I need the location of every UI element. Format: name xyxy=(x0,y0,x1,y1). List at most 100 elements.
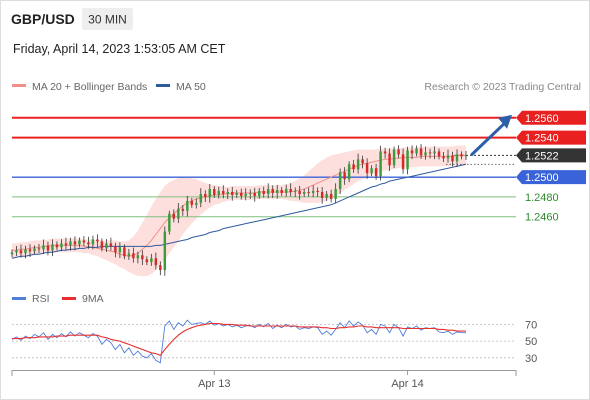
candle-body xyxy=(266,189,270,194)
candle-body xyxy=(383,151,387,154)
candle-body xyxy=(240,192,243,196)
projection-overlay xyxy=(446,114,516,165)
candle-body xyxy=(114,246,117,253)
candle-body xyxy=(15,250,18,253)
candle-body xyxy=(217,190,221,195)
candle-body xyxy=(60,243,63,248)
candle-body xyxy=(316,190,319,192)
level-labels: 1.2560 1.2540 1.2500 1.2480 1.2460 1.2522 xyxy=(516,110,586,224)
candle-body xyxy=(100,241,104,249)
candle-body xyxy=(168,213,171,232)
candle-body xyxy=(235,192,238,195)
candle-body xyxy=(10,252,14,255)
candle-body xyxy=(127,253,131,257)
candle-body xyxy=(123,247,126,257)
candle-body xyxy=(204,193,207,197)
candle-body xyxy=(307,191,310,193)
candle-body xyxy=(186,200,189,211)
current-price-label: 1.2522 xyxy=(525,150,559,162)
datetime-label: Friday, April 14, 2023 1:53:05 AM CET xyxy=(13,42,226,56)
candle-body xyxy=(181,208,185,211)
candle-body xyxy=(455,154,459,162)
candle-body xyxy=(415,148,418,154)
candle-body xyxy=(464,155,468,157)
candle-body xyxy=(244,193,247,196)
level-label-1.2540: 1.2540 xyxy=(525,133,559,145)
candle-body xyxy=(177,208,180,219)
candle-body xyxy=(424,152,427,156)
candle-body xyxy=(19,250,23,254)
candle-body xyxy=(226,191,229,194)
candle-body xyxy=(460,154,463,157)
candle-body xyxy=(37,248,41,250)
candle-body xyxy=(437,151,441,157)
candle-body xyxy=(82,240,86,243)
candle-body xyxy=(78,240,81,245)
candle-body xyxy=(329,193,333,199)
time-axis: Apr 13 Apr 14 xyxy=(11,370,517,390)
candle-body xyxy=(159,265,162,271)
candle-body xyxy=(190,200,194,205)
legend-ma20-swatch xyxy=(12,84,26,87)
candle-body xyxy=(352,164,355,170)
rsi-9ma-line xyxy=(12,322,466,356)
candle-body xyxy=(406,150,409,170)
candle-body xyxy=(208,189,212,197)
level-label-1.2480: 1.2480 xyxy=(525,192,559,204)
candle-body xyxy=(451,155,454,162)
candle-body xyxy=(271,189,274,193)
candle-body xyxy=(231,191,234,195)
candle-body xyxy=(343,172,346,180)
candle-body xyxy=(64,243,68,246)
candle-body xyxy=(419,148,423,156)
candle-body xyxy=(397,149,400,155)
candlesticks xyxy=(10,144,468,276)
candle-body xyxy=(222,190,225,194)
candle-body xyxy=(325,193,328,198)
candle-body xyxy=(320,191,324,198)
candle-body xyxy=(172,213,176,219)
candle-body xyxy=(442,156,445,159)
bollinger-bands xyxy=(12,145,466,277)
candle-body xyxy=(334,189,337,199)
candle-body xyxy=(388,153,391,166)
candle-body xyxy=(33,248,36,252)
projection-arrow-shaft xyxy=(470,122,506,156)
candle-body xyxy=(275,190,279,193)
candle-body xyxy=(46,245,50,251)
candle-body xyxy=(154,258,158,266)
candle-body xyxy=(311,190,315,193)
legend-rsi-swatch xyxy=(12,297,26,300)
candle-body xyxy=(257,190,261,196)
candle-body xyxy=(356,159,360,170)
rsi-tick-50: 50 xyxy=(525,336,537,348)
level-tag-1.2560 xyxy=(516,110,586,125)
candle-body xyxy=(280,190,283,193)
candle-body xyxy=(428,152,432,154)
candle-body xyxy=(446,155,450,159)
candle-body xyxy=(141,255,144,260)
time-tick-label: Apr 13 xyxy=(198,378,230,390)
timeframe-badge[interactable] xyxy=(82,8,133,30)
candle-body xyxy=(370,168,373,174)
candle-body xyxy=(361,159,364,164)
candle-body xyxy=(392,149,396,166)
timeframe-label: 30 MIN xyxy=(88,13,127,27)
candle-body xyxy=(379,151,382,177)
bollinger-band-area xyxy=(12,145,466,277)
candle-body xyxy=(87,242,90,245)
current-price-tag xyxy=(516,148,586,163)
legend-ma50-label: MA 50 xyxy=(176,81,206,93)
candle-body xyxy=(24,249,27,254)
candle-body xyxy=(28,249,32,252)
legend-ma50-swatch xyxy=(156,84,170,87)
candle-body xyxy=(69,241,72,246)
candle-body xyxy=(136,255,140,259)
candle-body xyxy=(118,247,122,253)
candle-body xyxy=(262,190,265,194)
projection-arrow-head xyxy=(498,114,512,129)
candle-body xyxy=(374,168,378,177)
candle-body xyxy=(302,191,306,194)
